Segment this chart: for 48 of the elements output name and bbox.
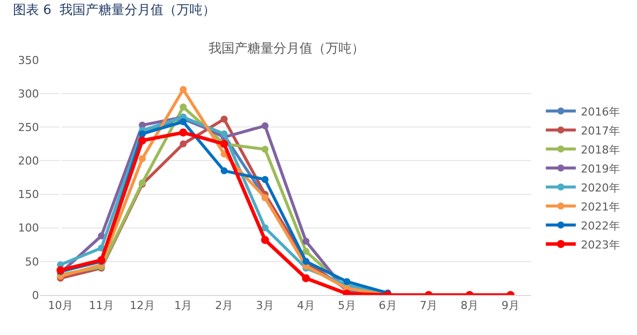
y-tick-label: 50 xyxy=(25,255,39,268)
x-tick-label: 6月 xyxy=(378,299,397,312)
legend-label: 2022年 xyxy=(580,219,620,232)
legend-label: 2017年 xyxy=(580,124,620,138)
point xyxy=(138,136,146,145)
y-tick-label: 250 xyxy=(18,120,39,134)
legend-label: 2019年 xyxy=(580,162,620,176)
point xyxy=(179,128,188,137)
y-tick-label: 0 xyxy=(32,288,39,302)
x-tick-label: 11月 xyxy=(88,299,114,312)
x-tick-label: 9月 xyxy=(502,299,520,312)
x-tick-label: 12月 xyxy=(130,299,155,312)
x-tick-label: 2月 xyxy=(215,299,234,312)
point xyxy=(302,274,310,282)
x-tick-label: 10月 xyxy=(48,299,73,312)
point xyxy=(220,167,228,174)
point xyxy=(138,155,146,162)
y-tick-label: 300 xyxy=(18,87,39,100)
point xyxy=(262,122,269,130)
legend-label: 2023年 xyxy=(580,238,620,252)
point xyxy=(343,278,350,286)
x-tick-label: 1月 xyxy=(174,299,192,312)
point xyxy=(180,140,187,148)
legend-label: 2020年 xyxy=(580,181,620,194)
x-tick-label: 7月 xyxy=(420,299,438,312)
point xyxy=(302,248,310,255)
point xyxy=(180,86,187,94)
chart-title: 我国产糖量分月值（万吨） xyxy=(208,42,365,57)
point xyxy=(180,104,187,110)
legend-label: 2018年 xyxy=(580,143,620,156)
y-tick-label: 200 xyxy=(18,154,39,168)
y-tick-label: 100 xyxy=(18,222,39,235)
point xyxy=(262,176,269,184)
point xyxy=(262,224,269,232)
text: 图表 6 我国产糖量分月值（万吨） xyxy=(13,3,216,18)
x-tick-label: 8月 xyxy=(460,299,479,312)
point xyxy=(261,236,270,244)
y-tick-label: 350 xyxy=(18,54,39,67)
point xyxy=(180,118,187,126)
legend-label: 2021年 xyxy=(580,200,620,214)
x-tick-label: 5月 xyxy=(338,299,356,312)
point xyxy=(262,146,269,153)
legend-label: 2016年 xyxy=(580,105,620,118)
y-tick-label: 150 xyxy=(18,188,39,202)
point xyxy=(220,116,228,123)
x-tick-label: 4月 xyxy=(296,299,315,312)
point xyxy=(302,238,310,245)
x-tick-label: 3月 xyxy=(256,299,274,312)
